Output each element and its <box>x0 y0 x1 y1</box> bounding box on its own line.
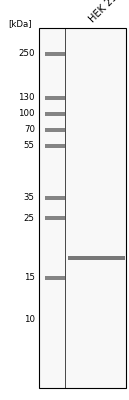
Bar <box>68 256 125 260</box>
Text: 100: 100 <box>18 110 35 118</box>
Text: 70: 70 <box>24 126 35 134</box>
Bar <box>45 216 64 220</box>
Text: 15: 15 <box>24 274 35 282</box>
Bar <box>45 96 64 100</box>
Text: 25: 25 <box>24 214 35 222</box>
Bar <box>45 144 64 148</box>
Text: [kDa]: [kDa] <box>9 20 32 28</box>
Bar <box>45 52 64 56</box>
Bar <box>45 276 64 280</box>
Text: 55: 55 <box>24 142 35 150</box>
Bar <box>45 112 64 116</box>
Bar <box>45 196 64 200</box>
Text: HEK 293: HEK 293 <box>87 0 123 24</box>
Text: 250: 250 <box>18 50 35 58</box>
Text: 130: 130 <box>18 94 35 102</box>
Text: 10: 10 <box>24 316 35 324</box>
Text: 35: 35 <box>24 194 35 202</box>
Bar <box>39 28 126 388</box>
Bar <box>45 128 64 132</box>
